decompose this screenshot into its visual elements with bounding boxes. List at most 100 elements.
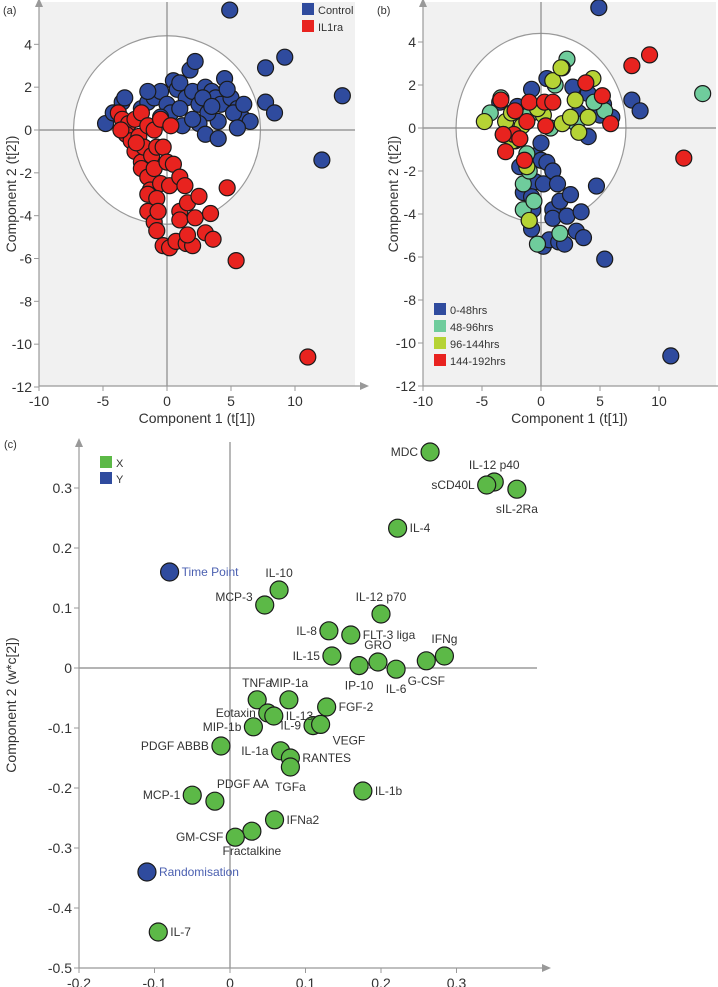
- y-tick-label: -6: [20, 251, 33, 267]
- data-point-control: [235, 95, 253, 113]
- data-point-control: [209, 129, 227, 148]
- legend-label: Y: [116, 474, 124, 486]
- legend-label: 96-144hrs: [450, 339, 500, 351]
- data-point-x: [434, 646, 455, 666]
- data-point-144-192hrs: [520, 93, 538, 111]
- data-point-x: [148, 922, 168, 942]
- data-point-x: [225, 827, 245, 847]
- legend-swatch: [434, 354, 446, 366]
- panel-label: (b): [377, 5, 390, 17]
- data-point-il1ra: [148, 222, 166, 240]
- panel-label: (a): [3, 5, 16, 17]
- legend-swatch: [100, 472, 112, 484]
- y-tick-label: -0.1: [48, 720, 72, 736]
- data-point-144-192hrs: [492, 91, 510, 109]
- data-point-il1ra: [190, 187, 208, 205]
- y-tick-label: -0.5: [48, 960, 72, 976]
- point-label: VEGF: [333, 733, 366, 747]
- data-point-144-192hrs: [497, 143, 515, 161]
- x-tick-label: 0.1: [296, 975, 316, 987]
- data-point-control: [171, 74, 189, 92]
- point-label: MIP-1a: [270, 676, 309, 690]
- data-point-x: [317, 697, 337, 717]
- data-point-0-48hrs: [596, 250, 614, 268]
- panel-label: (c): [4, 439, 17, 451]
- y-tick-label: 0.1: [53, 600, 73, 616]
- y-tick-label: 2: [408, 77, 416, 93]
- data-point-0-48hrs: [587, 177, 606, 195]
- x-axis-arrow-icon: [360, 382, 369, 390]
- data-point-control: [171, 99, 189, 118]
- y-tick-label: 4: [408, 34, 416, 50]
- data-point-x: [211, 736, 231, 756]
- data-point-il1ra: [218, 179, 236, 197]
- y-tick-label: -10: [12, 336, 32, 352]
- y-axis-arrow-icon: [419, 0, 427, 7]
- point-label: IL-13: [286, 709, 314, 723]
- point-label: MCP-1: [143, 788, 181, 802]
- y-tick-label: -0.3: [48, 840, 72, 856]
- data-point-x: [371, 604, 391, 624]
- point-label: GRO: [364, 638, 391, 652]
- y-tick-label: 0: [24, 122, 32, 138]
- data-point-x: [280, 757, 300, 777]
- point-label: FLT-3 liga: [363, 628, 416, 642]
- y-tick-label: 2: [24, 79, 32, 95]
- legend-label: IL1ra: [318, 22, 344, 34]
- data-point-il1ra: [201, 204, 220, 223]
- point-label: Time Point: [182, 565, 240, 579]
- data-point-x: [269, 580, 289, 600]
- point-label: IL-1b: [375, 784, 403, 798]
- data-point-0-48hrs: [532, 134, 550, 152]
- data-point-0-48hrs: [572, 203, 590, 221]
- data-point-144-192hrs: [494, 125, 512, 144]
- data-point-control: [218, 80, 236, 98]
- legend-label: 144-192hrs: [450, 356, 506, 368]
- data-point-control: [184, 110, 202, 128]
- x-tick-label: 5: [596, 393, 604, 409]
- data-point-144-192hrs: [518, 112, 536, 131]
- point-label: IL-7: [170, 925, 191, 939]
- data-point-control: [313, 151, 331, 169]
- data-point-0-48hrs: [590, 0, 608, 17]
- data-point-144-192hrs: [506, 102, 524, 120]
- data-point-x: [349, 655, 369, 676]
- data-point-0-48hrs: [558, 207, 576, 225]
- point-label: RANTES: [302, 751, 351, 765]
- legend-swatch: [100, 456, 112, 468]
- legend-label: X: [116, 458, 124, 470]
- data-point-control: [265, 104, 284, 122]
- x-tick-label: 5: [227, 393, 235, 409]
- y-tick-label: -12: [396, 378, 416, 394]
- y-tick-label: -2: [20, 165, 33, 181]
- data-point-control: [116, 89, 134, 107]
- data-point-144-192hrs: [602, 115, 620, 133]
- x-tick-label: -10: [29, 393, 49, 409]
- x-tick-label: 10: [287, 393, 303, 409]
- y-tick-label: -4: [404, 206, 417, 222]
- legend-swatch: [302, 20, 314, 32]
- legend-swatch: [302, 3, 314, 15]
- legend-label: 48-96hrs: [450, 322, 494, 334]
- data-point-48-96hrs: [525, 192, 543, 210]
- y-tick-label: -8: [20, 293, 33, 309]
- data-point-x: [182, 785, 202, 805]
- data-point-x: [205, 791, 225, 811]
- data-point-96-144hrs: [552, 59, 570, 77]
- x-tick-label: 0.2: [371, 975, 391, 987]
- x-axis-title: Component 1 (t[1]): [511, 410, 628, 426]
- data-point-control: [333, 87, 351, 105]
- point-label: IL-8: [296, 624, 317, 638]
- data-point-control: [139, 82, 157, 101]
- data-point-144-192hrs: [675, 149, 693, 167]
- data-point-0-48hrs: [548, 175, 567, 193]
- data-point-144-192hrs: [623, 57, 641, 75]
- y-tick-label: -6: [404, 249, 417, 265]
- y-tick-label: -0.2: [48, 780, 72, 796]
- data-point-0-48hrs: [544, 209, 562, 227]
- data-point-il1ra: [176, 177, 194, 195]
- y-tick-label: -4: [20, 208, 33, 224]
- y-tick-label: 0: [64, 660, 72, 676]
- data-point-y: [160, 562, 180, 582]
